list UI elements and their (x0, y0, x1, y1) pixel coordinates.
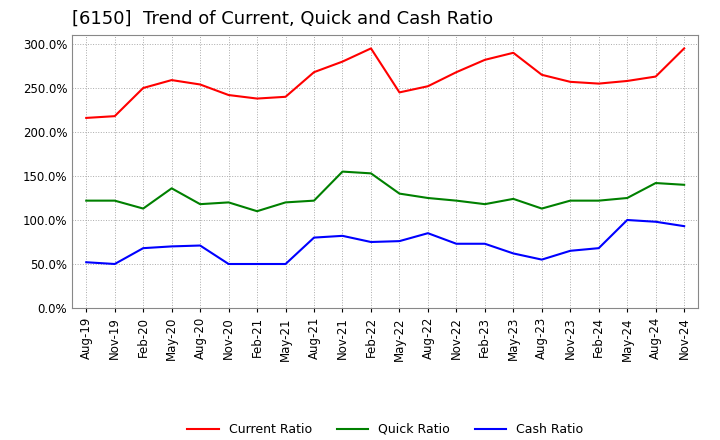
Current Ratio (310, 70, 318, 75)
Cash Ratio (537, 257, 546, 262)
Quick Ratio (338, 169, 347, 174)
Quick Ratio (196, 202, 204, 207)
Cash Ratio (395, 238, 404, 244)
Line: Quick Ratio: Quick Ratio (86, 172, 684, 211)
Cash Ratio (452, 241, 461, 246)
Cash Ratio (196, 243, 204, 248)
Cash Ratio (509, 251, 518, 256)
Quick Ratio (509, 196, 518, 202)
Cash Ratio (566, 248, 575, 253)
Current Ratio (537, 72, 546, 77)
Quick Ratio (310, 198, 318, 203)
Quick Ratio (395, 191, 404, 196)
Legend: Current Ratio, Quick Ratio, Cash Ratio: Current Ratio, Quick Ratio, Cash Ratio (182, 418, 588, 440)
Cash Ratio (338, 233, 347, 238)
Current Ratio (110, 114, 119, 119)
Cash Ratio (680, 224, 688, 229)
Cash Ratio (139, 246, 148, 251)
Current Ratio (139, 85, 148, 91)
Quick Ratio (452, 198, 461, 203)
Quick Ratio (423, 195, 432, 201)
Quick Ratio (282, 200, 290, 205)
Quick Ratio (253, 209, 261, 214)
Current Ratio (566, 79, 575, 84)
Current Ratio (623, 78, 631, 84)
Current Ratio (225, 92, 233, 98)
Quick Ratio (82, 198, 91, 203)
Quick Ratio (139, 206, 148, 211)
Current Ratio (595, 81, 603, 86)
Current Ratio (452, 70, 461, 75)
Quick Ratio (566, 198, 575, 203)
Quick Ratio (595, 198, 603, 203)
Quick Ratio (623, 195, 631, 201)
Quick Ratio (110, 198, 119, 203)
Cash Ratio (167, 244, 176, 249)
Quick Ratio (537, 206, 546, 211)
Current Ratio (395, 90, 404, 95)
Cash Ratio (282, 261, 290, 267)
Cash Ratio (253, 261, 261, 267)
Current Ratio (282, 94, 290, 99)
Quick Ratio (652, 180, 660, 186)
Cash Ratio (623, 217, 631, 223)
Cash Ratio (652, 219, 660, 224)
Current Ratio (680, 46, 688, 51)
Cash Ratio (595, 246, 603, 251)
Current Ratio (253, 96, 261, 101)
Line: Current Ratio: Current Ratio (86, 48, 684, 118)
Current Ratio (167, 77, 176, 83)
Cash Ratio (366, 239, 375, 245)
Current Ratio (652, 74, 660, 79)
Current Ratio (480, 57, 489, 62)
Cash Ratio (82, 260, 91, 265)
Quick Ratio (225, 200, 233, 205)
Cash Ratio (225, 261, 233, 267)
Quick Ratio (366, 171, 375, 176)
Cash Ratio (310, 235, 318, 240)
Current Ratio (338, 59, 347, 64)
Text: [6150]  Trend of Current, Quick and Cash Ratio: [6150] Trend of Current, Quick and Cash … (72, 10, 493, 28)
Line: Cash Ratio: Cash Ratio (86, 220, 684, 264)
Current Ratio (423, 84, 432, 89)
Quick Ratio (167, 186, 176, 191)
Current Ratio (196, 82, 204, 87)
Current Ratio (366, 46, 375, 51)
Quick Ratio (680, 182, 688, 187)
Cash Ratio (110, 261, 119, 267)
Current Ratio (82, 115, 91, 121)
Current Ratio (509, 50, 518, 55)
Quick Ratio (480, 202, 489, 207)
Cash Ratio (423, 231, 432, 236)
Cash Ratio (480, 241, 489, 246)
